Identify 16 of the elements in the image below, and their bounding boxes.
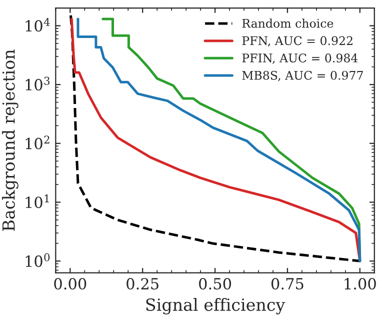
legend-label: PFIN, AUC = 0.984 xyxy=(242,54,358,64)
legend-label: PFN, AUC = 0.922 xyxy=(242,36,352,47)
legend-label: Random choice xyxy=(242,18,334,28)
y-tick-label: 10$^{1}$ xyxy=(26,194,49,208)
x-tick-label: 0.50 xyxy=(199,278,232,290)
legend-label: MB8S, AUC = 0.977 xyxy=(242,70,363,82)
x-tick-label: 0.75 xyxy=(271,278,304,290)
y-tick-label: 10$^{4}$ xyxy=(26,18,50,32)
x-tick-label: 1.00 xyxy=(344,278,376,290)
y-tick-label: 10$^{3}$ xyxy=(26,76,50,90)
x-axis-title: Signal efficiency xyxy=(146,298,286,314)
x-tick-label: 0.25 xyxy=(126,278,158,290)
y-tick-label: 10$^{2}$ xyxy=(26,136,50,150)
x-tick-label: 0.00 xyxy=(54,278,86,290)
y-axis-title: Background rejection xyxy=(2,50,18,231)
y-tick-label: 10$^{0}$ xyxy=(26,253,50,267)
